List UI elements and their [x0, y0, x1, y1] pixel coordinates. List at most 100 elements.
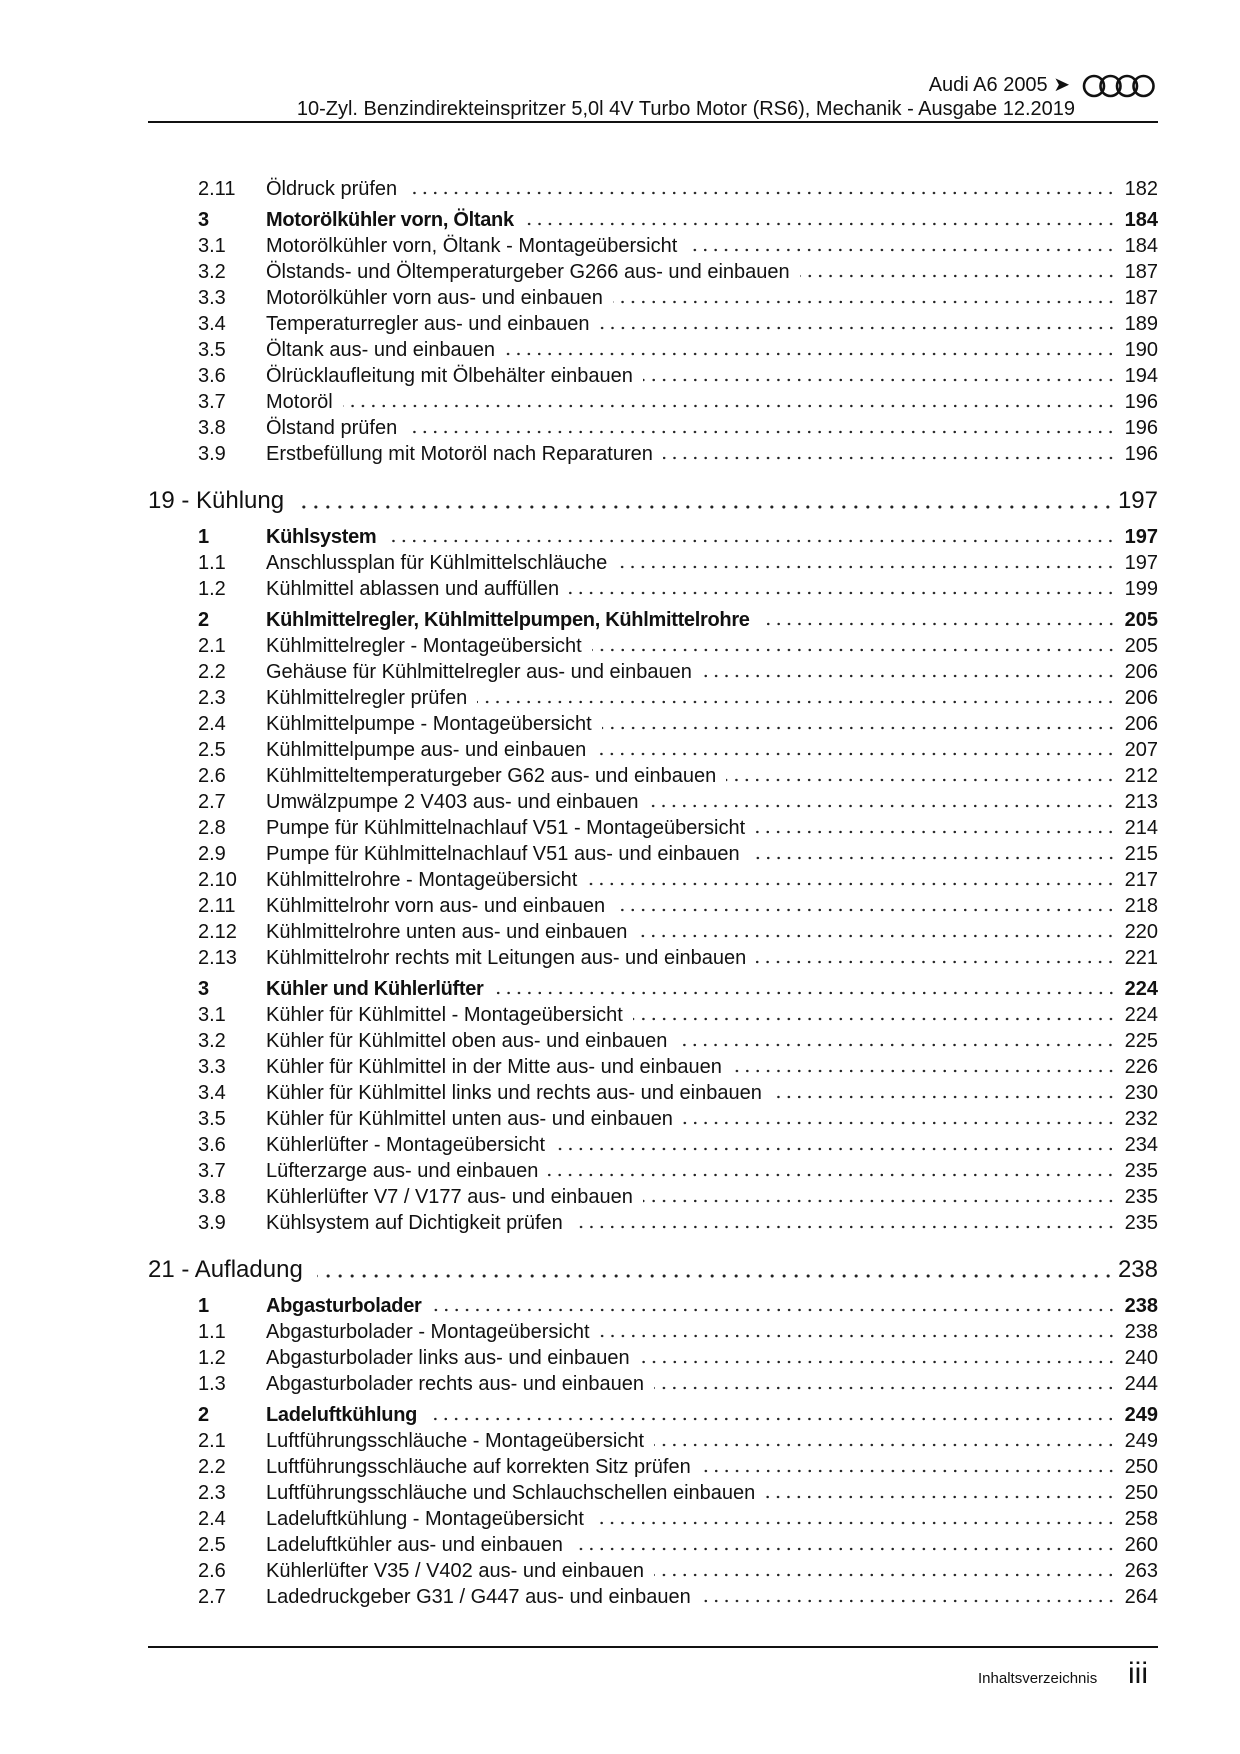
- toc-entry[interactable]: 3.3 Motorölkühler vorn aus- und einbauen 1…: [148, 285, 1158, 311]
- entry-number: 2.5: [198, 739, 226, 761]
- toc-entry[interactable]: 1.3 Abgasturbolader rechts aus- und einba…: [148, 1371, 1158, 1397]
- toc-entry[interactable]: 3.6 Ölrücklaufleitung mit Ölbehälter einb…: [148, 363, 1158, 389]
- toc-section[interactable]: 1 Kühlsystem 197: [148, 524, 1158, 550]
- toc-entry[interactable]: 2.1 Kühlmittelregler - Montageübersicht 20…: [148, 633, 1158, 659]
- leader-dots: [731, 1069, 1116, 1073]
- toc-entry[interactable]: 2.4 Ladeluftkühlung - Montageübersicht 258: [148, 1506, 1158, 1532]
- entry-page: 196: [1124, 443, 1158, 465]
- leader-dots: [493, 991, 1116, 995]
- toc-entry[interactable]: 1.2 Abgasturbolader links aus- und einbau…: [148, 1345, 1158, 1371]
- entry-number: 1: [198, 526, 210, 548]
- entry-page: 206: [1124, 661, 1158, 683]
- leader-dots: [637, 934, 1116, 938]
- leader-dots: [700, 1599, 1116, 1603]
- entry-title: Umwälzpumpe 2 V403 aus- und einbauen: [266, 791, 639, 813]
- leader-dots: [682, 1121, 1116, 1125]
- entry-page: 212: [1124, 765, 1158, 787]
- toc-section[interactable]: 2 Ladeluftkühlung 249: [148, 1402, 1158, 1428]
- entry-title: Abgasturbolader - Montageübersicht: [266, 1321, 590, 1343]
- entry-title: Erstbefüllung mit Motoröl nach Reparatur…: [266, 443, 653, 465]
- entry-number: 1.2: [198, 1347, 226, 1369]
- toc-entry[interactable]: 1.1 Abgasturbolader - Montageübersicht 238: [148, 1319, 1158, 1345]
- toc-entry[interactable]: 2.2 Gehäuse für Kühlmittelregler aus- und…: [148, 659, 1158, 685]
- entry-number: 2.1: [198, 1430, 226, 1452]
- toc-entry[interactable]: 3.2 Ölstands- und Öltemperaturgeber G266 …: [148, 259, 1158, 285]
- entry-number: 2.11: [198, 895, 236, 917]
- entry-page: 235: [1124, 1186, 1158, 1208]
- toc-section[interactable]: 3 Motorölkühler vorn, Öltank 184: [148, 207, 1158, 233]
- leader-dots: [687, 248, 1116, 252]
- toc-entry[interactable]: 3.3 Kühler für Kühlmittel in der Mitte au…: [148, 1054, 1158, 1080]
- toc-entry[interactable]: 2.4 Kühlmittelpumpe - Montageübersicht 206: [148, 711, 1158, 737]
- entry-number: 2: [198, 1404, 210, 1426]
- toc-entry[interactable]: 3.5 Kühler für Kühlmittel unten aus- und …: [148, 1106, 1158, 1132]
- entry-title: Kühlmittelpumpe aus- und einbauen: [266, 739, 587, 761]
- toc-entry[interactable]: 2.8 Pumpe für Kühlmittelnachlauf V51 - Mo…: [148, 815, 1158, 841]
- toc-entry[interactable]: 2.5 Ladeluftkühler aus- und einbauen 260: [148, 1532, 1158, 1558]
- toc-entry[interactable]: 3.9 Erstbefüllung mit Motoröl nach Repara…: [148, 441, 1158, 467]
- toc-entry[interactable]: 3.8 Kühlerlüfter V7 / V177 aus- und einba…: [148, 1184, 1158, 1210]
- toc-entry[interactable]: 2.3 Kühlmittelregler prüfen 206: [148, 685, 1158, 711]
- toc-entry[interactable]: 2.6 Kühlerlüfter V35 / V402 aus- und einb…: [148, 1558, 1158, 1584]
- leader-dots: [639, 1360, 1116, 1364]
- leader-dots: [431, 1308, 1116, 1312]
- toc-entry[interactable]: 3.1 Kühler für Kühlmittel - Montageübersi…: [148, 1002, 1158, 1028]
- toc-entry[interactable]: 3.1 Motorölkühler vorn, Öltank - Montageü…: [148, 233, 1158, 259]
- toc-entry[interactable]: 2.5 Kühlmittelpumpe aus- und einbauen 207: [148, 737, 1158, 763]
- toc-entry[interactable]: 2.13 Kühlmittelrohr rechts mit Leitungen …: [148, 945, 1158, 971]
- leader-dots: [749, 856, 1116, 860]
- entry-title: Kühler für Kühlmittel links und rechts a…: [266, 1082, 762, 1104]
- toc-entry[interactable]: 1.2 Kühlmittel ablassen und auffüllen 199: [148, 576, 1158, 602]
- toc-entry[interactable]: 2.11 Kühlmittelrohr vorn aus- und einbaue…: [148, 893, 1158, 919]
- toc-entry[interactable]: 3.8 Ölstand prüfen 196: [148, 415, 1158, 441]
- entry-page: 184: [1124, 235, 1158, 257]
- entry-page: 264: [1124, 1586, 1158, 1608]
- toc-entry[interactable]: 3.9 Kühlsystem auf Dichtigkeit prüfen 235: [148, 1210, 1158, 1236]
- toc-entry[interactable]: 3.7 Motoröl 196: [148, 389, 1158, 415]
- toc-entry[interactable]: 2.7 Umwälzpumpe 2 V403 aus- und einbauen 2…: [148, 789, 1158, 815]
- entry-title: Luftführungsschläuche - Montageübersicht: [266, 1430, 645, 1452]
- toc-entry[interactable]: 2.7 Ladedruckgeber G31 / G447 aus- und ei…: [148, 1584, 1158, 1610]
- toc-entry[interactable]: 2.12 Kühlmittelrohre unten aus- und einba…: [148, 919, 1158, 945]
- toc-entry[interactable]: 3.7 Lüfterzarge aus- und einbauen 235: [148, 1158, 1158, 1184]
- entry-number: 3: [198, 978, 210, 1000]
- entry-title: Temperaturregler aus- und einbauen: [266, 313, 590, 335]
- toc-entry[interactable]: 3.4 Temperaturregler aus- und einbauen 189: [148, 311, 1158, 337]
- entry-title: Kühlmitteltemperaturgeber G62 aus- und e…: [266, 765, 717, 787]
- toc-entry[interactable]: 2.3 Luftführungsschläuche und Schlauchsch…: [148, 1480, 1158, 1506]
- entry-number: 3.8: [198, 417, 226, 439]
- entry-page: 196: [1124, 417, 1158, 439]
- toc-entry[interactable]: 2.11 Öldruck prüfen 182: [148, 176, 1158, 202]
- entry-title: Kühlmittelrohr vorn aus- und einbauen: [266, 895, 606, 917]
- leader-dots: [642, 378, 1116, 382]
- leader-dots: [648, 804, 1116, 808]
- entry-page: 217: [1124, 869, 1158, 891]
- toc-section[interactable]: 3 Kühler und Kühlerlüfter 224: [148, 976, 1158, 1002]
- entry-number: 2.5: [198, 1534, 226, 1556]
- toc-chapter[interactable]: 19 - Kühlung 197: [148, 486, 1158, 519]
- toc-entry[interactable]: 2.1 Luftführungsschläuche - Montageübersi…: [148, 1428, 1158, 1454]
- leader-dots: [407, 430, 1116, 434]
- toc-entry[interactable]: 3.5 Öltank aus- und einbauen 190: [148, 337, 1158, 363]
- leader-dots: [587, 882, 1116, 886]
- footer-section-label: Inhaltsverzeichnis: [978, 1670, 1098, 1687]
- toc-entry[interactable]: 3.6 Kühlerlüfter - Montageübersicht 234: [148, 1132, 1158, 1158]
- toc-chapter[interactable]: 21 - Aufladung 238: [148, 1255, 1158, 1288]
- leader-dots: [505, 352, 1116, 356]
- entry-title: Luftführungsschläuche und Schlauchschell…: [266, 1482, 756, 1504]
- toc-entry[interactable]: 2.6 Kühlmitteltemperaturgeber G62 aus- un…: [148, 763, 1158, 789]
- toc-entry[interactable]: 2.10 Kühlmittelrohre - Montageübersicht 21…: [148, 867, 1158, 893]
- entry-number: 2.4: [198, 713, 226, 735]
- toc-entry[interactable]: 2.9 Pumpe für Kühlmittelnachlauf V51 aus-…: [148, 841, 1158, 867]
- toc-entry[interactable]: 1.1 Anschlussplan für Kühlmittelschläuche…: [148, 550, 1158, 576]
- toc-section[interactable]: 2 Kühlmittelregler, Kühlmittelpumpen, Küh…: [148, 607, 1158, 633]
- toc-entry[interactable]: 2.2 Luftführungsschläuche auf korrekten S…: [148, 1454, 1158, 1480]
- entry-number: 1.3: [198, 1373, 226, 1395]
- toc-section[interactable]: 1 Abgasturbolader 238: [148, 1293, 1158, 1319]
- toc-entry[interactable]: 3.2 Kühler für Kühlmittel oben aus- und e…: [148, 1028, 1158, 1054]
- entry-page: 207: [1124, 739, 1158, 761]
- leader-dots: [523, 222, 1116, 226]
- toc-entry[interactable]: 3.4 Kühler für Kühlmittel links und recht…: [148, 1080, 1158, 1106]
- entry-page: 220: [1124, 921, 1158, 943]
- entry-page: 205: [1124, 635, 1158, 657]
